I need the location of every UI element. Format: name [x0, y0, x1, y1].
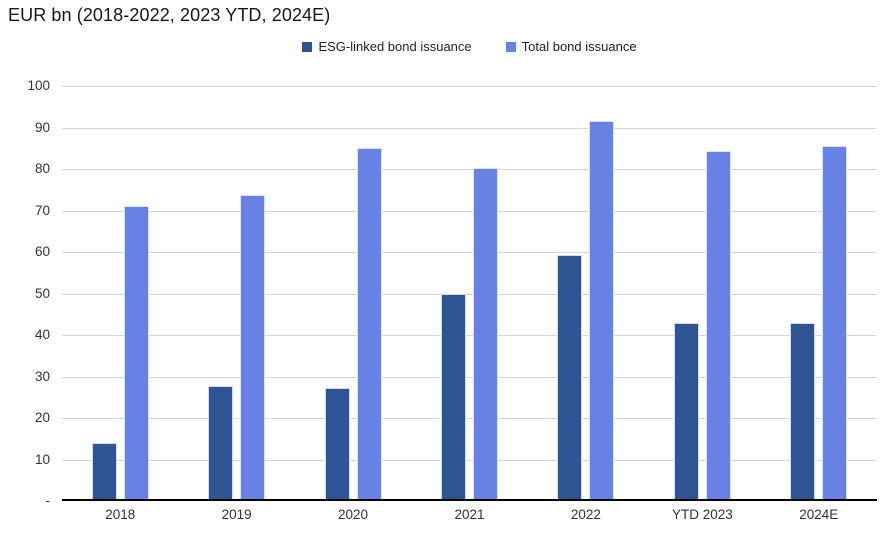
y-tick-label: 100 [27, 78, 50, 93]
gridline [62, 210, 877, 212]
bar-group [673, 86, 731, 499]
gridline [62, 293, 877, 295]
bar [557, 255, 583, 499]
bar-group [208, 86, 266, 499]
x-tick-label: 2021 [454, 507, 485, 522]
bar [240, 195, 266, 499]
gridline [62, 252, 877, 253]
legend-label-total: Total bond issuance [521, 39, 637, 54]
y-tick-label: 20 [34, 410, 50, 425]
y-tick-label: 40 [34, 327, 50, 342]
bar [441, 294, 466, 499]
bar [790, 323, 816, 499]
y-tick-label: 50 [34, 285, 50, 301]
bar [91, 442, 117, 499]
legend: ESG-linked bond issuance Total bond issu… [62, 39, 877, 54]
gridline [62, 169, 877, 170]
gridline [62, 418, 877, 419]
y-tick-label: 10 [34, 451, 50, 467]
bar-group [557, 86, 615, 499]
gridline [62, 127, 877, 129]
bar [324, 387, 350, 499]
gridline [62, 335, 877, 336]
y-tick-label: - [45, 493, 51, 508]
legend-item-total: Total bond issuance [505, 39, 637, 54]
gridline [62, 376, 877, 378]
bar [589, 121, 615, 499]
legend-item-esg-linked: ESG-linked bond issuance [302, 39, 472, 54]
chart-title: EUR bn (2018-2022, 2023 YTD, 2024E) [8, 5, 331, 25]
x-tick-label: YTD 2023 [671, 507, 733, 522]
legend-swatch-esg-linked [302, 41, 313, 52]
gridline [62, 86, 877, 87]
bar-group [441, 86, 498, 499]
y-tick-label: 60 [34, 244, 50, 259]
bar [208, 385, 234, 499]
y-tick-label: 30 [34, 368, 50, 384]
bar [473, 168, 498, 499]
bar [356, 147, 382, 499]
bar [123, 206, 149, 499]
x-tick-label: 2018 [105, 507, 136, 522]
x-tick-label: 2019 [221, 507, 252, 522]
y-tick-label: 80 [34, 161, 50, 176]
bar-group [91, 86, 149, 499]
legend-label-esg-linked: ESG-linked bond issuance [318, 39, 472, 54]
bar-group [324, 86, 382, 499]
x-tick-label: 2022 [570, 507, 601, 522]
x-tick-label: 2024E [799, 507, 839, 522]
gridline [62, 459, 877, 461]
y-tick-label: 70 [34, 202, 50, 218]
bar [705, 151, 731, 499]
legend-swatch-total [505, 41, 516, 52]
y-tick-label: 90 [34, 119, 50, 135]
bar [822, 146, 848, 499]
x-axis: 2018 2019 2020 2021 2022 YTD 2023 2024E [62, 506, 877, 524]
bar-group [790, 86, 848, 499]
bar [673, 323, 699, 499]
x-tick-label: 2020 [338, 507, 369, 522]
plot-area [62, 86, 877, 501]
